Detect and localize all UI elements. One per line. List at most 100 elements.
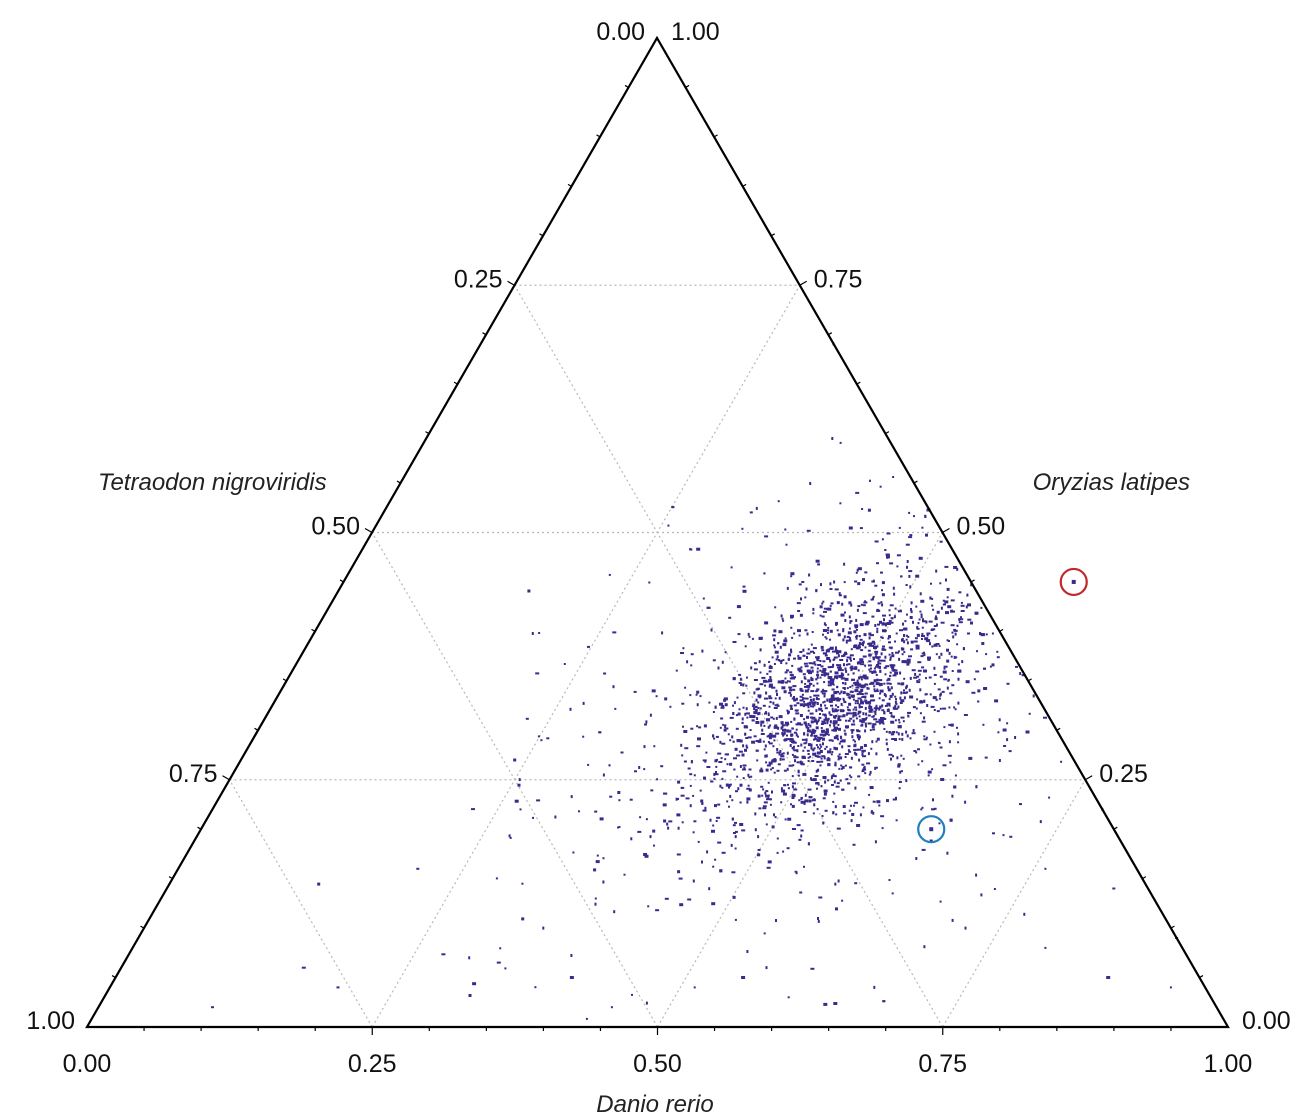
data-point: [831, 751, 834, 753]
data-point: [899, 629, 903, 632]
data-point: [789, 744, 792, 747]
data-point: [833, 780, 836, 784]
data-point: [945, 578, 947, 582]
data-point: [885, 730, 888, 733]
data-point: [766, 735, 771, 738]
data-point: [815, 709, 818, 713]
data-point: [815, 678, 818, 681]
data-point: [842, 677, 846, 680]
data-point: [779, 757, 782, 761]
data-point: [771, 656, 774, 659]
data-point: [1044, 946, 1047, 949]
data-point: [848, 696, 851, 699]
data-point: [860, 663, 865, 666]
data-point: [921, 635, 925, 637]
data-point: [768, 685, 773, 688]
data-point: [882, 645, 885, 648]
data-point: [874, 584, 878, 587]
data-point: [960, 616, 962, 619]
data-point: [889, 674, 892, 677]
data-point: [764, 621, 769, 625]
data-point: [711, 902, 716, 906]
data-point: [797, 610, 801, 612]
data-point: [890, 757, 892, 761]
data-point: [957, 701, 960, 705]
data-point: [827, 779, 830, 782]
data-point: [919, 592, 922, 596]
data-point: [697, 840, 700, 843]
data-point: [831, 694, 835, 698]
data-point: [807, 842, 810, 846]
data-point: [917, 622, 920, 625]
data-point: [858, 715, 861, 718]
tick-mark-left: [425, 431, 430, 435]
data-point: [764, 813, 766, 817]
data-point: [918, 673, 921, 676]
data-point: [894, 607, 897, 610]
data-point: [793, 698, 797, 702]
data-point: [827, 649, 830, 652]
bottom-tick-label: 0.50: [633, 1050, 682, 1078]
data-point: [838, 727, 841, 731]
data-point: [802, 673, 806, 676]
tick-mark-right: [856, 381, 861, 385]
data-point: [824, 809, 828, 812]
data-point: [850, 776, 853, 779]
data-point: [859, 710, 862, 713]
data-point: [733, 757, 737, 760]
data-point: [910, 610, 913, 614]
data-point: [932, 696, 937, 700]
data-point: [948, 651, 951, 655]
data-point: [676, 813, 681, 817]
data-point: [839, 502, 842, 505]
data-point: [816, 670, 819, 674]
data-point: [790, 707, 793, 710]
data-point: [834, 649, 838, 653]
data-point: [712, 865, 715, 868]
data-point: [830, 704, 833, 707]
data-point: [696, 725, 699, 728]
data-point: [612, 631, 617, 634]
data-point: [933, 709, 936, 711]
data-point: [805, 697, 809, 700]
data-point: [953, 610, 955, 613]
data-point: [824, 747, 827, 750]
data-point: [929, 596, 932, 600]
data-point: [820, 760, 824, 763]
data-point: [851, 678, 855, 681]
data-point: [935, 615, 937, 618]
data-point: [894, 738, 897, 741]
data-point: [956, 726, 958, 729]
data-point: [861, 700, 864, 704]
data-point: [538, 632, 541, 634]
data-point: [833, 1002, 838, 1005]
data-point: [829, 638, 831, 641]
data-point: [938, 697, 941, 700]
data-point: [833, 715, 836, 719]
data-point: [893, 615, 896, 619]
data-point: [784, 818, 787, 821]
data-point: [842, 682, 844, 685]
data-point: [773, 725, 778, 729]
data-point: [827, 607, 832, 611]
data-point: [897, 682, 901, 685]
data-point: [791, 636, 794, 639]
data-point: [886, 702, 891, 706]
data-point: [736, 775, 739, 778]
grid-line-falling: [371, 532, 659, 1028]
data-point: [778, 696, 781, 700]
data-point: [791, 753, 794, 756]
left-tick-label: 0.00: [596, 18, 645, 46]
data-point: [862, 604, 866, 607]
data-point: [897, 763, 901, 767]
data-point: [569, 976, 574, 979]
data-point: [791, 673, 794, 676]
data-point: [858, 703, 861, 707]
data-point: [891, 664, 896, 667]
data-point: [776, 655, 779, 659]
right-tick-label: 1.00: [671, 18, 720, 46]
data-point: [763, 932, 766, 935]
data-point: [777, 763, 781, 766]
data-point: [957, 677, 960, 681]
data-point: [836, 666, 841, 669]
